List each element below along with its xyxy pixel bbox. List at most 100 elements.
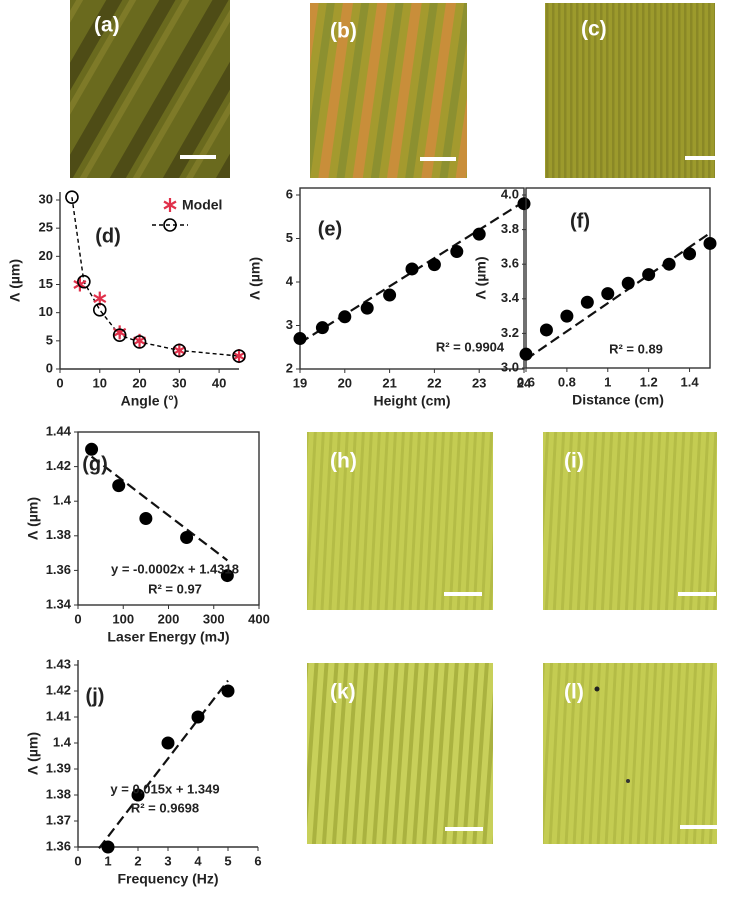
x-tick-label: 0 <box>74 611 81 626</box>
annotation: R² = 0.9904 <box>436 339 505 354</box>
image-label: (h) <box>330 450 357 473</box>
point <box>621 276 635 290</box>
y-tick-label: 1.38 <box>46 527 71 542</box>
annotation: y = -0.0002x + 1.4318 <box>111 561 239 576</box>
y-axis-label: Λ (µm) <box>247 257 263 300</box>
y-tick-label: 3.8 <box>501 221 519 236</box>
x-tick-label: 0.8 <box>558 374 576 389</box>
point <box>450 245 464 259</box>
annotation: y = 0.015x + 1.349 <box>110 781 219 796</box>
point <box>683 247 697 261</box>
point <box>172 343 186 358</box>
micrograph-a: (a) <box>70 0 230 178</box>
y-tick-label: 3.6 <box>501 256 519 271</box>
y-tick-label: 5 <box>286 230 293 245</box>
x-tick-label: 0 <box>56 375 63 390</box>
point <box>65 190 79 204</box>
y-tick-label: 3.0 <box>501 359 519 374</box>
y-tick-label: 10 <box>39 304 53 319</box>
image-label: (b) <box>330 20 357 43</box>
x-axis-label: Frequency (Hz) <box>117 871 218 887</box>
annotation: R² = 0.9698 <box>131 800 199 815</box>
x-tick-label: 20 <box>132 375 146 390</box>
x-tick-label: 21 <box>382 375 396 390</box>
point <box>601 287 615 301</box>
point <box>703 236 717 250</box>
x-tick-label: 10 <box>93 375 107 390</box>
point <box>232 349 246 363</box>
y-tick-label: 5 <box>46 332 53 347</box>
x-tick-label: 30 <box>172 375 186 390</box>
point <box>139 512 153 525</box>
x-tick-label: 1.2 <box>640 374 658 389</box>
y-tick-label: 1.42 <box>46 682 71 697</box>
panel-label: (e) <box>318 218 342 240</box>
x-tick-label: 40 <box>212 375 226 390</box>
micrograph-i: (i) <box>543 432 717 610</box>
plot-frame <box>299 187 525 370</box>
y-axis-label: Λ (µm) <box>25 497 41 540</box>
x-tick-label: 20 <box>338 375 352 390</box>
point <box>172 343 187 358</box>
legend-label: Model <box>182 197 222 213</box>
asterisk-stroke <box>73 280 87 289</box>
point <box>112 479 126 493</box>
y-tick-label: 15 <box>39 276 53 291</box>
point <box>92 303 107 317</box>
point <box>383 288 397 302</box>
y-tick-label: 1.38 <box>46 786 71 801</box>
chart: 0 10 20 30 40 0 5 10 15 20 25 30 Angle (°) Λ (µm) (d) M… <box>7 190 246 409</box>
series-line <box>71 197 240 357</box>
point <box>220 569 234 583</box>
point <box>405 262 419 276</box>
y-tick-label: 2 <box>286 360 293 375</box>
point <box>191 710 205 724</box>
y-tick-label: 3.4 <box>501 290 520 305</box>
point <box>101 840 115 854</box>
y-tick-label: 6 <box>286 186 293 201</box>
point <box>642 268 656 282</box>
point <box>85 442 99 456</box>
point <box>180 531 194 545</box>
point <box>662 257 676 271</box>
legend-marker <box>163 218 177 232</box>
x-tick-label: 1 <box>604 374 611 389</box>
micrograph-b: (b) <box>310 3 467 178</box>
panel-label: (d) <box>95 225 121 247</box>
image-label: (c) <box>581 18 607 41</box>
x-tick-label: 22 <box>427 375 441 390</box>
annotation: R² = 0.89 <box>609 341 663 356</box>
x-tick-label: 6 <box>254 853 261 868</box>
point <box>539 323 553 337</box>
y-tick-label: 4.0 <box>501 186 519 201</box>
point <box>519 347 533 361</box>
image-label: (a) <box>94 14 120 37</box>
x-tick-label: 19 <box>293 375 307 390</box>
asterisk-stroke <box>232 351 246 361</box>
y-tick-label: 1.43 <box>46 656 71 671</box>
y-tick-label: 1.4 <box>53 493 72 508</box>
trendline <box>98 679 229 849</box>
point <box>472 227 486 241</box>
point <box>161 736 175 750</box>
image-label: (k) <box>330 681 356 704</box>
point <box>77 274 91 289</box>
y-tick-label: 1.34 <box>46 596 72 611</box>
x-tick-label: 1 <box>104 853 111 868</box>
annotation: R² = 0.97 <box>148 581 202 596</box>
y-tick-label: 3.2 <box>501 325 519 340</box>
y-tick-label: 25 <box>39 220 53 235</box>
x-tick-label: 400 <box>248 611 270 626</box>
micrograph-l: (l) <box>543 663 718 844</box>
x-tick-label: 3 <box>164 853 171 868</box>
trendline <box>525 232 711 361</box>
point <box>338 310 352 324</box>
point <box>360 301 374 315</box>
x-axis-label: Height (cm) <box>374 393 451 409</box>
micrograph-k: (k) <box>307 663 493 844</box>
x-tick-label: 0 <box>74 853 81 868</box>
x-tick-label: 23 <box>472 375 486 390</box>
y-tick-label: 3 <box>286 317 293 332</box>
